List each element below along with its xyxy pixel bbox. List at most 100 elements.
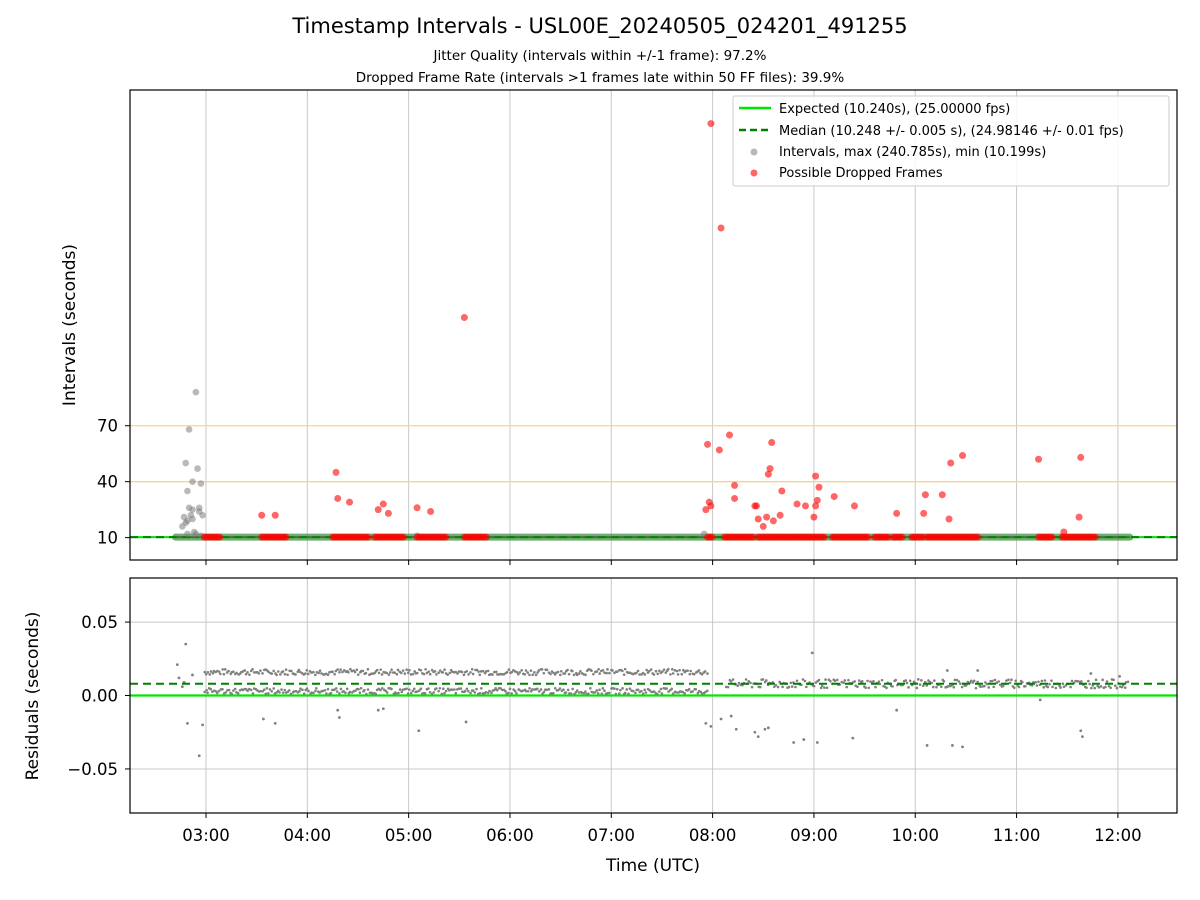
residual-point (661, 670, 664, 673)
residual-point (1081, 735, 1084, 739)
residual-point (531, 688, 534, 691)
bottom-panel-residual-points (175, 642, 1130, 758)
residual-point (357, 687, 360, 691)
residual-point (513, 689, 517, 693)
residual-point (1091, 684, 1095, 687)
residual-point (347, 671, 350, 674)
residual-point (315, 687, 318, 690)
residual-point (905, 681, 909, 685)
dropped-frame-point (920, 509, 928, 517)
residual-point (918, 683, 922, 686)
bottom-panel-y-ticks: 0.05 0.00 −0.05 (67, 613, 130, 779)
residual-point (211, 671, 215, 675)
legend-median-label: Median (10.248 +/- 0.005 s), (24.98146 +… (779, 124, 1124, 139)
residual-point (517, 673, 520, 676)
residual-point (398, 688, 402, 691)
residual-point (224, 691, 228, 694)
bottom-panel-x-ticks: 03:00 04:00 05:00 06:00 07:00 08:00 09:00 10:00… (182, 813, 1142, 845)
dropped-frame-point (778, 487, 786, 495)
residual-point (605, 671, 608, 675)
dropped-frame-point (715, 446, 723, 454)
residual-point (376, 708, 380, 712)
residual-point (835, 678, 839, 682)
residual-point (1077, 680, 1080, 683)
residual-point (558, 687, 562, 690)
residual-point (853, 680, 856, 683)
residual-point (921, 684, 925, 688)
residual-point (670, 667, 674, 671)
top-y-tick-label: 40 (97, 473, 118, 492)
residual-point (655, 692, 659, 696)
residual-point (406, 671, 410, 674)
residual-point (704, 722, 708, 725)
residual-point (415, 690, 419, 693)
residual-point (407, 688, 411, 691)
top-panel-y-ticks: 10 40 70 (97, 417, 130, 548)
residual-point (515, 670, 519, 674)
residual-point (405, 668, 408, 672)
residual-point (616, 670, 619, 673)
residual-point (682, 668, 685, 672)
residual-point (592, 672, 595, 676)
residual-point (180, 685, 184, 689)
residual-point (428, 690, 432, 694)
dropped-frame-point (271, 511, 279, 519)
residual-point (1007, 678, 1010, 682)
residual-point (397, 691, 400, 695)
residual-point (381, 707, 385, 711)
residual-point (537, 669, 541, 672)
residual-point (1107, 684, 1111, 688)
residual-point (521, 689, 525, 692)
residual-point (658, 690, 661, 693)
dropped-frame-point (974, 533, 982, 541)
residual-point (706, 689, 709, 693)
residual-point (641, 671, 645, 675)
residual-point (803, 679, 807, 683)
residual-point (969, 679, 973, 683)
residual-point (437, 671, 440, 675)
residual-point (286, 673, 289, 677)
residual-point (206, 671, 210, 674)
residual-point (573, 692, 576, 696)
residual-point (1090, 686, 1093, 690)
residual-point (563, 672, 567, 675)
residual-point (957, 680, 961, 683)
residual-point (331, 670, 334, 674)
dropped-frame-point (374, 506, 382, 514)
x-tick-label: 10:00 (891, 826, 939, 845)
residual-point (622, 673, 626, 676)
residual-point (217, 670, 221, 673)
dropped-frame-point (717, 224, 725, 232)
residual-point (776, 685, 780, 689)
residual-point (864, 686, 867, 690)
residual-point (230, 692, 234, 696)
residual-point (931, 685, 935, 689)
residual-point (1123, 686, 1127, 689)
residual-point (415, 671, 419, 675)
x-tick-label: 04:00 (284, 826, 332, 845)
residual-point (366, 688, 370, 691)
residual-point (567, 672, 571, 676)
residual-point (353, 670, 357, 674)
dropped-frame-point (749, 533, 757, 541)
dropped-frame-point (815, 483, 823, 491)
residual-point (1109, 686, 1112, 690)
residual-point (349, 667, 352, 671)
residual-point (272, 687, 276, 690)
residual-point (951, 744, 954, 747)
residual-point (305, 668, 309, 672)
residual-point (336, 708, 340, 712)
dropped-frame-point (801, 502, 809, 510)
residual-point (447, 689, 451, 692)
residual-point (665, 687, 669, 690)
dropped-frame-point (707, 120, 715, 128)
residual-point (281, 670, 285, 673)
top-panel-frame (129, 89, 1178, 561)
residual-point (206, 691, 209, 695)
residual-point (1038, 698, 1042, 702)
residual-point (1105, 680, 1109, 683)
residual-point (393, 671, 397, 674)
interval-point (182, 459, 190, 467)
residual-point (645, 668, 648, 672)
residual-point (528, 673, 531, 677)
